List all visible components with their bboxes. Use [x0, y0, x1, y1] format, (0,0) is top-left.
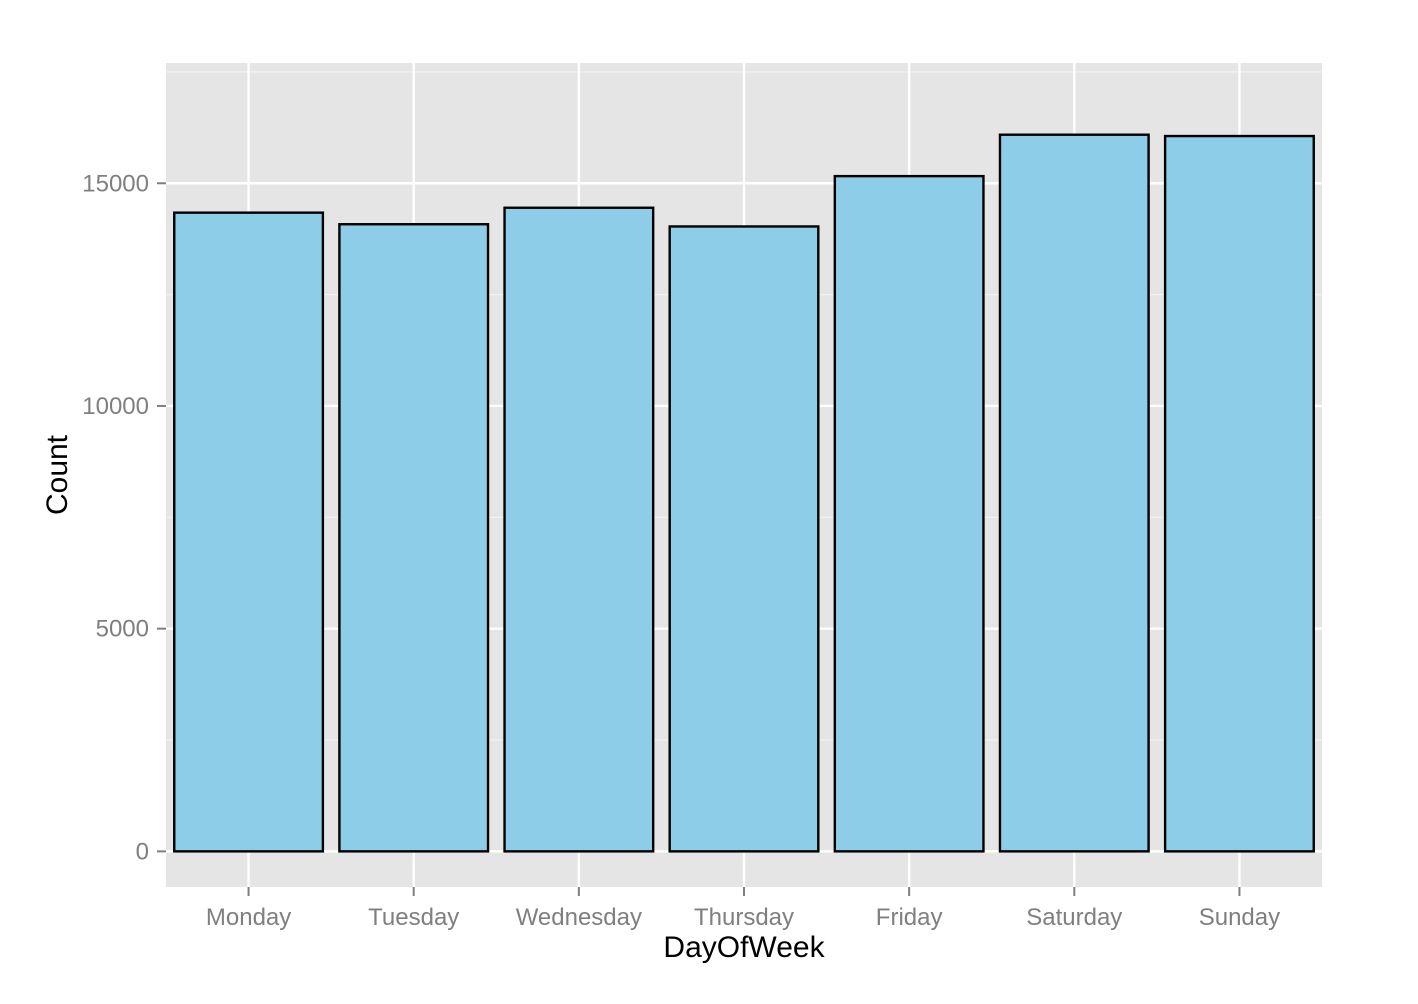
y-tick-label: 5000: [96, 616, 149, 643]
bar-sunday: [1163, 134, 1315, 853]
x-tick-label: Friday: [876, 904, 943, 931]
bar-tuesday: [338, 223, 490, 853]
y-axis-title: Count: [41, 434, 74, 515]
y-axis: 0 5000 10000 15000: [82, 170, 166, 865]
x-tick-label: Monday: [206, 904, 291, 931]
bars: [173, 133, 1315, 853]
x-tick-label: Wednesday: [516, 904, 642, 931]
x-tick-label: Tuesday: [368, 904, 459, 931]
bar-wednesday: [503, 206, 655, 853]
bar-friday: [833, 174, 985, 853]
x-tick-label: Saturday: [1026, 904, 1122, 931]
y-tick-label: 15000: [82, 170, 149, 197]
bar-thursday: [668, 225, 820, 853]
bar-monday: [173, 211, 325, 853]
y-tick-label: 10000: [82, 393, 149, 420]
x-axis-title: DayOfWeek: [663, 931, 825, 964]
y-tick-label: 0: [136, 838, 149, 865]
x-tick-label: Sunday: [1199, 904, 1280, 931]
x-tick-label: Thursday: [694, 904, 794, 931]
bar-saturday: [998, 133, 1150, 853]
x-axis: Monday Tuesday Wednesday Thursday Friday Satu…: [206, 887, 1280, 931]
